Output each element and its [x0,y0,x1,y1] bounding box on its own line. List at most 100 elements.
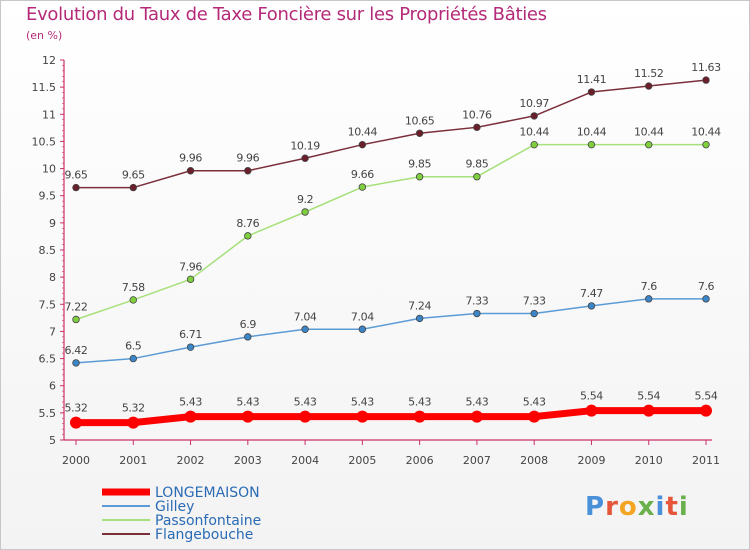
x-tick-label: 2001 [119,454,147,467]
data-label: 7.47 [580,287,603,300]
data-point [356,410,369,423]
x-tick-label: 2011 [692,454,720,467]
data-label: 6.71 [179,328,202,341]
data-label: 9.65 [65,169,88,182]
y-tick-label: 5 [49,434,56,447]
logo-letter: i [678,492,689,522]
y-tick-label: 11 [42,108,56,121]
data-point [358,140,367,149]
data-label: 5.54 [637,390,660,403]
y-tick-label: 12 [42,54,56,67]
data-point [72,183,80,192]
data-label: 9.85 [465,158,488,171]
data-label: 5.32 [65,402,88,415]
data-point [127,416,140,429]
data-point [530,309,538,318]
data-point [413,410,426,423]
y-tick-label: 9 [49,217,56,230]
legend-label: Flangebouche [155,527,253,543]
data-label: 10.44 [577,126,607,139]
x-tick-label: 2009 [577,454,605,467]
data-label: 5.43 [523,396,546,409]
legend-label: LONGEMAISON [155,485,260,501]
data-point [415,173,424,181]
data-label: 7.58 [122,281,145,294]
data-point [645,295,653,303]
data-label: 7.04 [294,310,317,323]
data-point [186,275,195,284]
data-point [702,295,710,303]
data-label: 8.76 [236,217,259,230]
data-label: 5.43 [236,396,259,409]
data-point [585,404,598,417]
data-label: 9.96 [236,152,259,165]
data-point [70,416,82,429]
data-label: 10.76 [462,108,492,121]
data-label: 6.42 [65,344,88,357]
data-point [645,140,653,149]
y-tick-label: 9.5 [39,190,57,203]
y-tick-label: 7.5 [39,298,57,311]
data-point [72,359,80,367]
data-point [301,208,309,216]
data-point [358,183,367,191]
legend-label: Passonfontaine [155,513,261,529]
x-tick-label: 2002 [177,454,205,467]
data-point [530,140,538,149]
data-label: 6.5 [125,340,142,353]
y-tick-label: 10.5 [32,135,57,148]
data-label: 5.43 [465,396,488,409]
data-point [702,76,710,84]
data-label: 9.65 [122,169,145,182]
data-point [72,315,80,324]
data-label: 5.32 [122,402,145,415]
data-point [244,167,252,175]
data-point [358,325,367,333]
data-label: 9.66 [351,168,374,181]
data-point [299,410,312,423]
data-label: 9.2 [297,193,313,206]
data-label: 7.33 [523,295,546,308]
data-point [473,123,481,132]
data-point [129,354,137,363]
data-label: 10.44 [634,126,664,139]
data-point [587,140,596,149]
x-tick-label: 2004 [291,454,319,467]
data-point [186,343,195,351]
series-line-gilley [75,298,707,364]
proxiti-logo: Proxiti [585,492,689,522]
data-point [301,154,309,162]
data-label: 5.54 [580,390,603,403]
data-point [301,325,309,333]
chart-title: Evolution du Taux de Taxe Foncière sur l… [26,4,547,25]
x-tick-label: 2008 [520,454,548,467]
data-point [473,173,481,181]
x-tick-label: 2000 [62,454,90,467]
data-label: 10.65 [405,114,435,127]
data-label: 7.22 [65,300,88,313]
x-tick-label: 2010 [635,454,663,467]
x-tick-label: 2005 [348,454,376,467]
data-point [702,140,710,149]
data-label: 7.6 [698,280,715,293]
data-point [528,410,541,423]
data-label: 10.97 [519,97,549,110]
data-point [587,302,596,310]
data-label: 7.6 [641,280,658,293]
logo-letter: x [637,492,656,522]
y-tick-label: 5.5 [39,407,57,420]
data-point [241,410,254,423]
logo-letter: P [585,492,606,522]
data-point [415,314,424,323]
data-label: 10.44 [348,126,378,139]
y-tick-label: 10 [42,163,56,176]
data-label: 9.85 [408,158,431,171]
x-tick-label: 2006 [406,454,434,467]
x-tick-label: 2003 [234,454,262,467]
y-tick-label: 8.5 [39,244,57,257]
data-label: 9.96 [179,152,202,165]
y-tick-label: 7 [49,325,56,338]
data-point [186,167,195,175]
